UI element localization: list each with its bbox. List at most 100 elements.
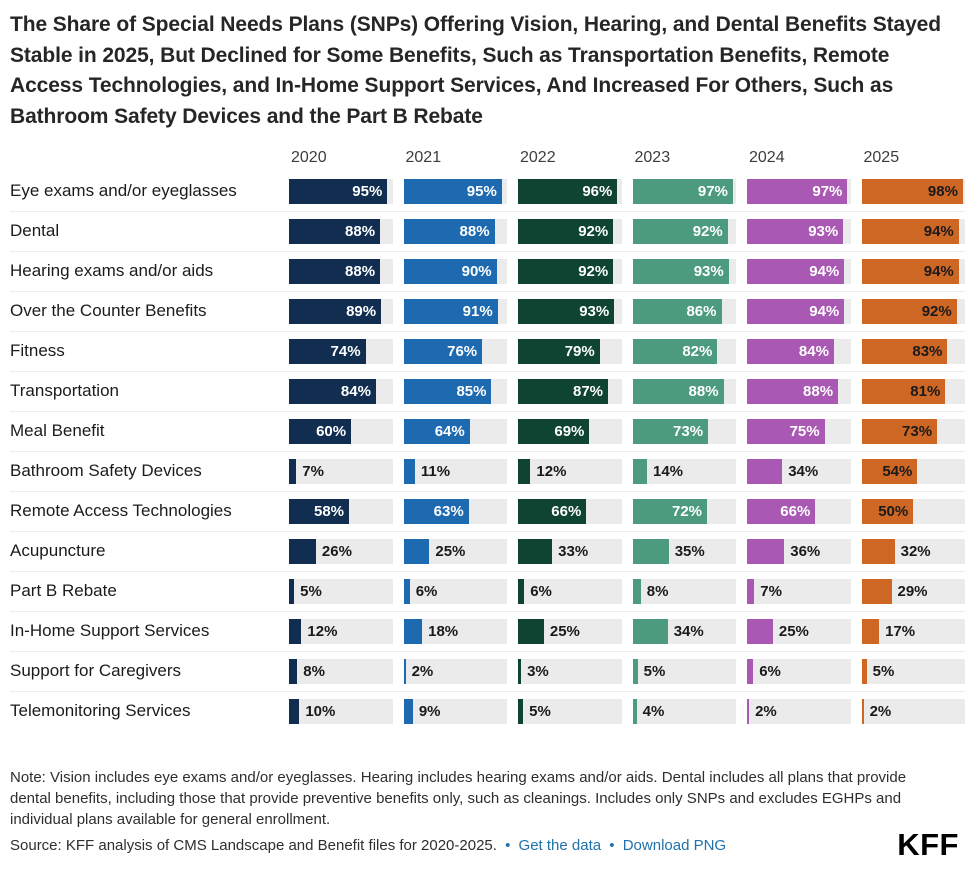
value-label: 69% xyxy=(554,422,585,440)
bar-track: 32% xyxy=(861,538,965,564)
chart-row: Over the Counter Benefits 89% 91% 93% 86% 94%… xyxy=(10,292,965,332)
bar-2022: 92% xyxy=(518,258,614,284)
category-label: Telemonitoring Services xyxy=(10,701,191,721)
bar-2022: 96% xyxy=(518,178,618,204)
value-label: 74% xyxy=(330,342,361,360)
value-label: 6% xyxy=(530,582,552,600)
category-label: Hearing exams and/or aids xyxy=(10,261,214,281)
bar-track: 5% xyxy=(518,698,622,724)
value-label: 89% xyxy=(346,302,377,320)
bar-track: 72% xyxy=(632,498,736,524)
bar-track: 86% xyxy=(632,298,736,324)
value-label: 97% xyxy=(697,182,728,200)
chart-row: In-Home Support Services 12% 18% 25% 34% 25% 1… xyxy=(10,612,965,652)
category-label: Eye exams and/or eyeglasses xyxy=(10,181,237,201)
bar-2020 xyxy=(289,658,298,684)
source-text: Source: KFF analysis of CMS Landscape an… xyxy=(10,836,497,854)
value-label: 93% xyxy=(693,262,724,280)
bar-2023: 82% xyxy=(632,338,718,364)
value-label: 25% xyxy=(549,622,580,640)
bar-2023 xyxy=(632,698,637,724)
value-label: 54% xyxy=(882,462,913,480)
bar-2020: 60% xyxy=(289,418,352,444)
value-label: 12% xyxy=(536,462,567,480)
bar-track: 9% xyxy=(403,698,507,724)
chart-row: Telemonitoring Services 10% 9% 5% 4% 2% 2% xyxy=(10,692,965,731)
chart-row: Dental 88% 88% 92% 92% 93% 94% xyxy=(10,212,965,252)
bar-track: 12% xyxy=(518,458,622,484)
bar-track: 2% xyxy=(403,658,507,684)
value-label: 33% xyxy=(558,542,589,560)
bar-2023 xyxy=(632,458,647,484)
bar-track: 50% xyxy=(861,498,965,524)
bar-track: 94% xyxy=(861,258,965,284)
bar-track: 6% xyxy=(747,658,851,684)
value-label: 95% xyxy=(352,182,383,200)
bar-track: 91% xyxy=(403,298,507,324)
bar-track: 79% xyxy=(518,338,622,364)
bar-track: 36% xyxy=(747,538,851,564)
get-the-data-link[interactable]: Get the data xyxy=(518,836,602,854)
bar-2022 xyxy=(518,698,524,724)
bar-track: 92% xyxy=(861,298,965,324)
bar-track: 73% xyxy=(861,418,965,444)
bar-2022 xyxy=(518,658,522,684)
bar-2021: 63% xyxy=(403,498,469,524)
value-label: 93% xyxy=(579,302,610,320)
category-label: Fitness xyxy=(10,341,65,361)
bar-track: 58% xyxy=(289,498,393,524)
bar-track: 92% xyxy=(518,218,622,244)
bar-track: 60% xyxy=(289,418,393,444)
bar-track: 2% xyxy=(747,698,851,724)
value-label: 81% xyxy=(910,382,941,400)
category-label: Support for Caregivers xyxy=(10,661,182,681)
download-png-link[interactable]: Download PNG xyxy=(622,836,727,854)
value-label: 94% xyxy=(809,302,840,320)
value-label: 94% xyxy=(923,222,954,240)
bar-2025: 73% xyxy=(861,418,938,444)
bar-2024: 88% xyxy=(747,378,839,404)
value-label: 2% xyxy=(869,702,892,720)
bar-2020: 88% xyxy=(289,218,381,244)
value-label: 50% xyxy=(878,502,909,520)
value-label: 73% xyxy=(673,422,704,440)
bar-2024: 97% xyxy=(747,178,848,204)
value-label: 26% xyxy=(321,542,352,560)
bar-2025: 81% xyxy=(861,378,946,404)
chart-row: Hearing exams and/or aids 88% 90% 92% 93% 94%… xyxy=(10,252,965,292)
value-label: 34% xyxy=(673,622,704,640)
value-label: 11% xyxy=(420,462,451,480)
bar-track: 8% xyxy=(632,578,736,604)
value-label: 88% xyxy=(345,262,376,280)
category-label: Acupuncture xyxy=(10,541,106,561)
value-label: 5% xyxy=(872,662,895,680)
bar-2022: 66% xyxy=(518,498,587,524)
bar-chart: 2020 2021 2022 2023 2024 2025 Eye exams and/o… xyxy=(10,149,965,731)
bar-track: 12% xyxy=(289,618,393,644)
chart-row: Eye exams and/or eyeglasses 95% 95% 96% 97% 9… xyxy=(10,172,965,212)
value-label: 64% xyxy=(434,422,465,440)
bar-track: 73% xyxy=(632,418,736,444)
bar-track: 8% xyxy=(289,658,393,684)
value-label: 92% xyxy=(578,222,609,240)
value-label: 8% xyxy=(303,662,325,680)
bar-track: 4% xyxy=(632,698,736,724)
bar-2025: 92% xyxy=(861,298,957,324)
bar-track: 3% xyxy=(518,658,622,684)
value-label: 63% xyxy=(433,502,464,520)
bar-track: 17% xyxy=(861,618,965,644)
value-label: 94% xyxy=(923,262,954,280)
value-label: 7% xyxy=(302,462,324,480)
bar-2021: 90% xyxy=(403,258,497,284)
bar-track: 5% xyxy=(861,658,965,684)
value-label: 5% xyxy=(643,662,666,680)
note-text: Note: Vision includes eye exams and/or e… xyxy=(10,768,907,828)
value-label: 66% xyxy=(780,502,811,520)
bar-2024: 94% xyxy=(747,298,845,324)
bar-track: 90% xyxy=(403,258,507,284)
value-label: 2% xyxy=(411,662,434,680)
value-label: 88% xyxy=(459,222,490,240)
value-label: 32% xyxy=(900,542,931,560)
bar-2021: 64% xyxy=(403,418,470,444)
value-label: 10% xyxy=(305,702,336,720)
